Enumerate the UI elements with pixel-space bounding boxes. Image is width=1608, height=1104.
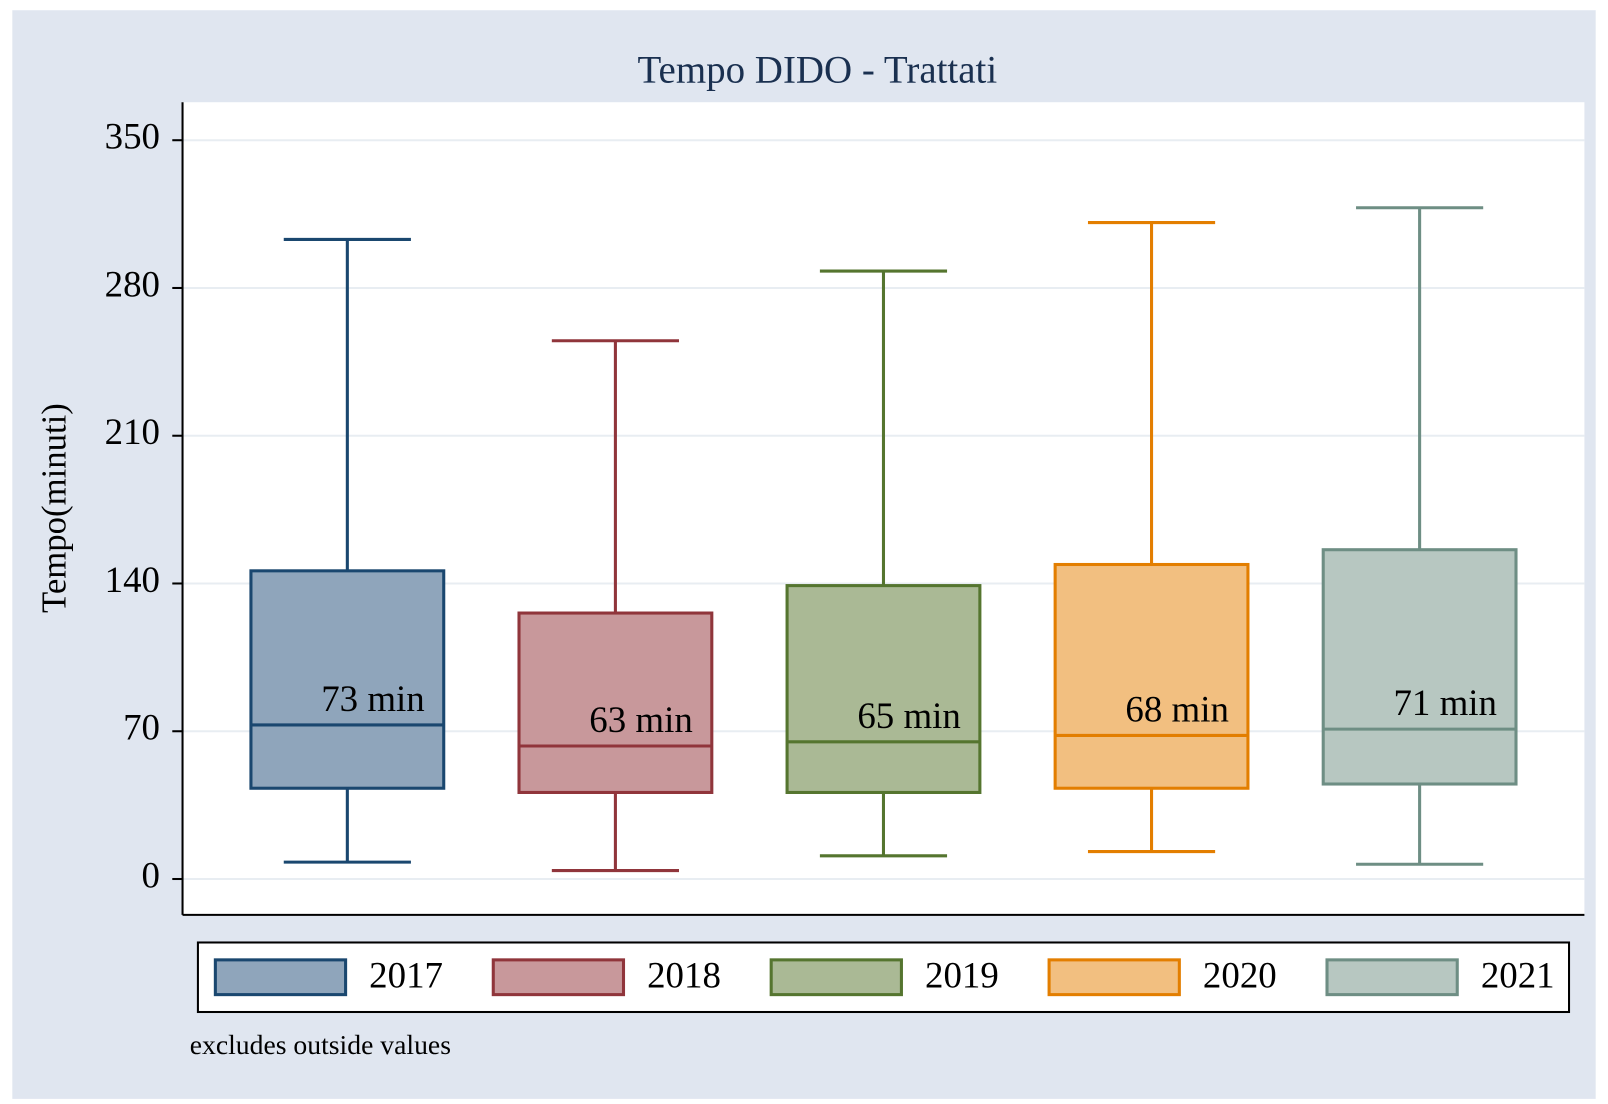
box [785,584,982,794]
legend-swatch [1047,958,1181,997]
y-tick-label: 0 [142,854,160,895]
box [1321,548,1518,786]
y-tick-label: 350 [105,116,160,157]
legend-label: 2018 [647,955,721,996]
median-label: 65 min [857,695,961,736]
legend-swatch [491,958,626,997]
legend-swatch [1325,958,1459,997]
y-tick-label: 210 [105,411,160,452]
y-tick-label: 280 [105,263,160,304]
legend-swatch [213,958,348,997]
note: excludes outside values [190,1029,451,1060]
legend-label: 2020 [1203,955,1277,996]
chart-title: Tempo DIDO - Trattati [637,49,997,92]
y-tick-label: 140 [105,559,160,600]
legend-label: 2017 [369,955,443,996]
median-label: 68 min [1125,688,1229,729]
legend-label: 2021 [1481,955,1555,996]
legend-swatch [769,958,903,997]
box [1053,562,1250,790]
median-label: 71 min [1393,682,1497,723]
box [517,611,714,794]
median-label: 73 min [321,678,425,719]
y-tick-label: 70 [123,707,160,748]
median-label: 63 min [589,699,693,740]
box [249,569,446,790]
legend-label: 2019 [925,955,999,996]
y-axis-label: Tempo(minuti) [34,403,73,613]
